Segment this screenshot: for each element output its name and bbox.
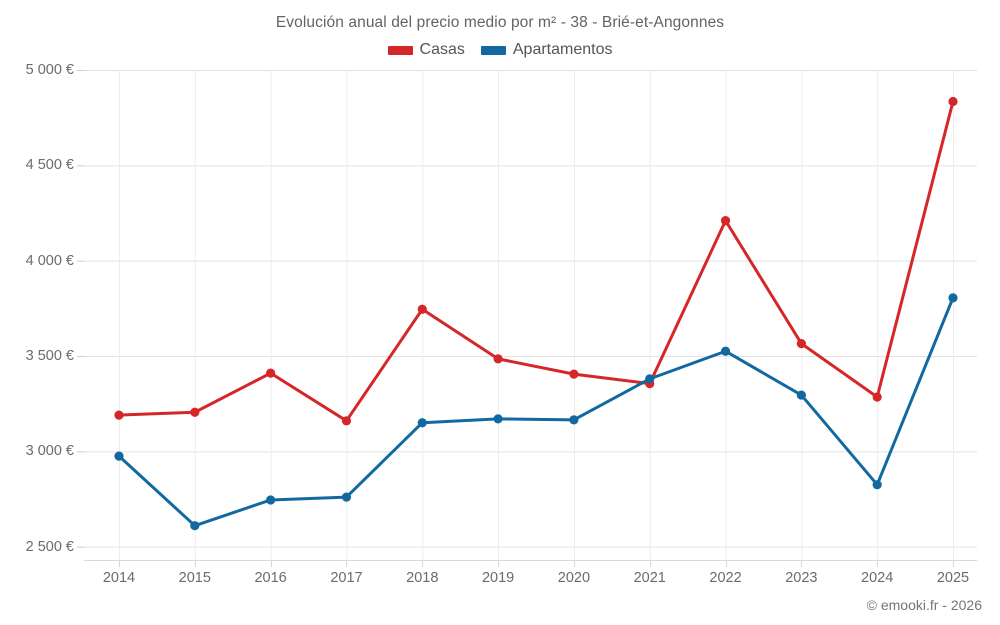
x-tick-mark (270, 560, 272, 567)
x-tick-label: 2016 (254, 570, 287, 586)
y-axis: 5 000 € 4 500 € 4 000 € 3 500 € 3 000 € 2 500… (0, 0, 74, 625)
y-tick-label: 3 500 € (25, 347, 74, 364)
data-point[interactable] (190, 407, 200, 417)
x-tick-label: 2014 (102, 570, 136, 586)
data-point[interactable] (645, 374, 655, 384)
data-point[interactable] (948, 293, 958, 303)
x-tick-mark (801, 560, 803, 567)
x-tick-mark (119, 560, 120, 567)
y-tick-label: 2 500 € (25, 538, 74, 555)
data-point[interactable] (190, 521, 200, 531)
data-point[interactable] (872, 392, 882, 402)
data-point[interactable] (872, 480, 882, 490)
data-series (114, 96, 958, 531)
data-point[interactable] (493, 354, 503, 364)
legend-item-apartamentos[interactable]: Apartamentos (480, 41, 613, 59)
x-tick-mark (573, 560, 575, 567)
x-tick-mark (346, 560, 348, 567)
x-tick-label: 2017 (330, 570, 363, 586)
legend-label-casas: Casas (419, 41, 465, 58)
x-tick-mark (649, 560, 651, 567)
x-tick-mark (498, 560, 500, 567)
x-tick-mark (953, 560, 954, 567)
data-point[interactable] (569, 415, 579, 425)
data-point[interactable] (720, 216, 731, 226)
y-tick-label: 4 500 € (25, 157, 74, 174)
x-tick-label: 2022 (709, 570, 742, 586)
x-axis: 2014 2015 2016 2017 2018 2019 2020 2021 2022 2023… (84, 560, 977, 592)
data-point[interactable] (720, 346, 731, 356)
x-tick-label: 2023 (785, 570, 818, 586)
grid-lines (77, 70, 977, 561)
x-tick-label: 2024 (861, 570, 894, 586)
y-tick-label: 3 000 € (25, 443, 74, 460)
data-point[interactable] (569, 369, 579, 379)
x-tick-mark (877, 560, 879, 567)
y-tick-label: 5 000 € (25, 62, 74, 78)
y-tick-label: 4 000 € (25, 252, 74, 269)
chart-legend: Casas Apartamentos (0, 41, 1000, 59)
legend-label-apartamentos: Apartamentos (512, 41, 613, 58)
x-tick-mark (725, 560, 727, 567)
data-point[interactable] (114, 451, 124, 461)
data-point[interactable] (796, 338, 806, 349)
legend-swatch-casas (387, 45, 413, 55)
x-tick-label: 2019 (481, 570, 515, 586)
series-line-apartamentos (117, 296, 955, 528)
series-line-casas (117, 99, 955, 423)
plot-area (77, 70, 977, 561)
chart-credit: © emooki.fr - 2026 (866, 597, 982, 613)
legend-swatch-apartamentos (480, 45, 506, 55)
data-point[interactable] (341, 492, 352, 502)
data-point[interactable] (796, 390, 806, 400)
x-tick-mark (422, 560, 424, 567)
x-tick-label: 2021 (633, 570, 666, 586)
x-tick-label: 2015 (178, 570, 211, 586)
data-point[interactable] (266, 495, 276, 505)
legend-item-casas[interactable]: Casas (387, 41, 465, 59)
chart-title: Evolución anual del precio medio por m² … (275, 14, 725, 31)
x-tick-label: 2025 (936, 570, 970, 586)
x-tick-label: 2020 (557, 570, 591, 586)
data-point[interactable] (948, 96, 958, 107)
data-point[interactable] (417, 418, 427, 428)
data-point[interactable] (341, 416, 352, 426)
data-point[interactable] (417, 304, 427, 314)
x-tick-label: 2018 (406, 570, 439, 586)
x-tick-mark (194, 560, 196, 567)
data-point[interactable] (114, 410, 124, 420)
data-point[interactable] (266, 368, 276, 378)
data-point[interactable] (493, 414, 503, 424)
